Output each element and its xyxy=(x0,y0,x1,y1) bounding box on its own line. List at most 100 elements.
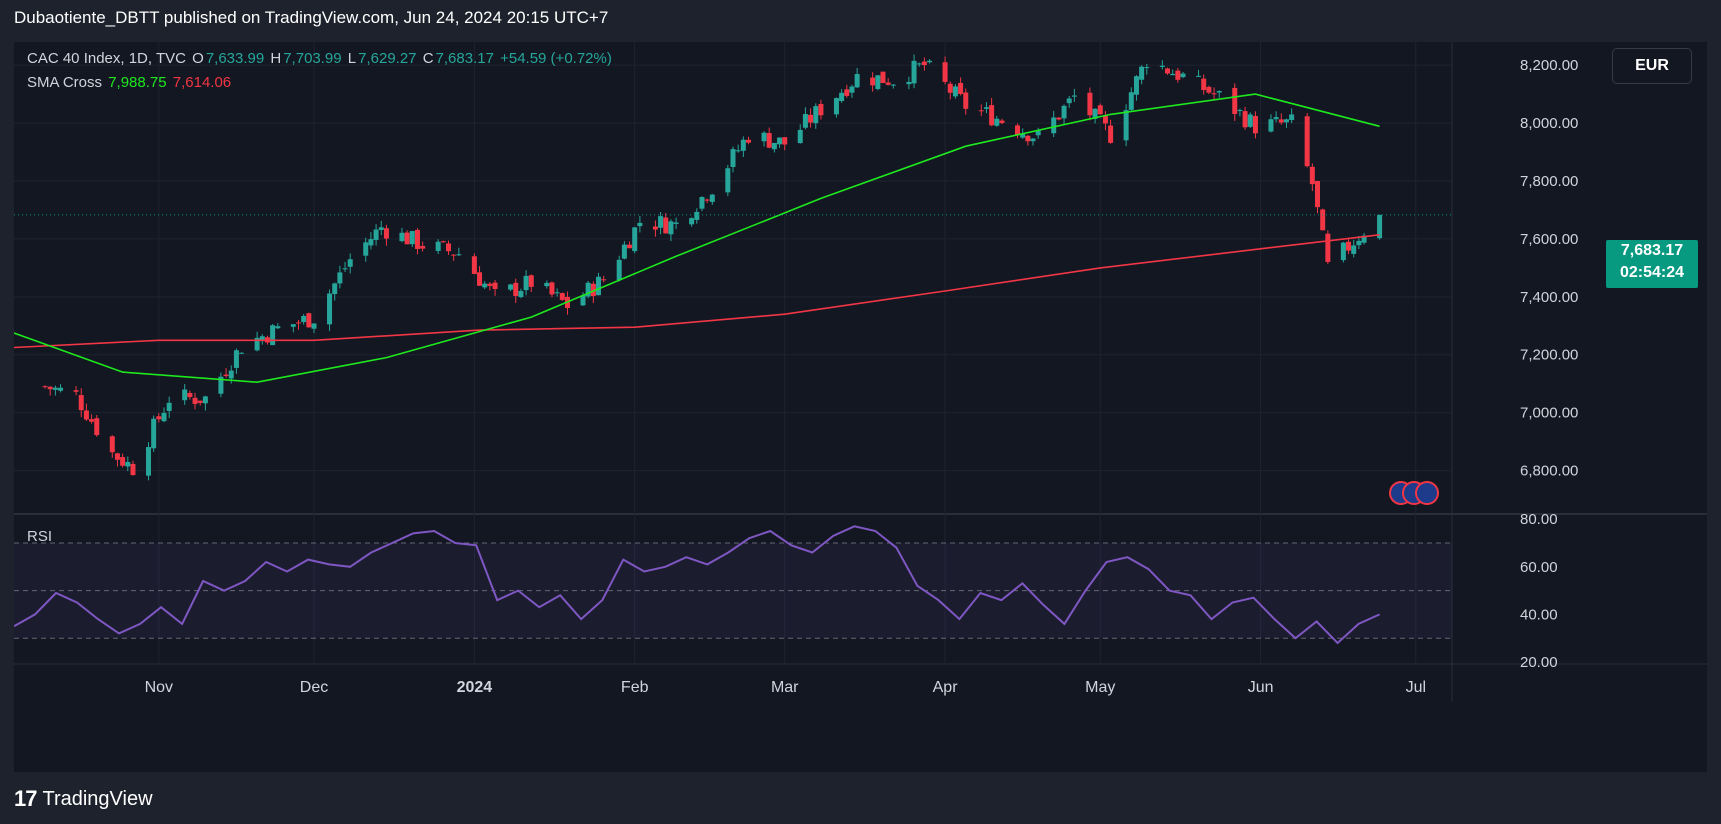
candle-body xyxy=(632,227,638,252)
candle-body xyxy=(616,259,622,281)
price-tick-label: 7,400.00 xyxy=(1520,289,1578,306)
sma-legend: SMA Cross 7,988.75 7,614.06 xyxy=(27,74,233,91)
candle-body xyxy=(1273,117,1279,120)
candle-body xyxy=(658,216,664,228)
candle-body xyxy=(435,241,441,251)
rsi-label[interactable]: RSI xyxy=(27,528,53,545)
candle-body xyxy=(1102,115,1108,124)
price-tick-label: 7,800.00 xyxy=(1520,173,1578,190)
time-tick-label: Jun xyxy=(1248,679,1274,696)
candle-body xyxy=(327,293,333,325)
candle-body xyxy=(963,92,969,109)
candle-body xyxy=(368,239,374,246)
price-tick-label: 7,600.00 xyxy=(1520,231,1578,248)
chart-svg[interactable]: 6,800.00 7,000.00 7,200.00 7,400.00 7,600.00… xyxy=(14,42,1707,772)
candle-body xyxy=(89,419,95,422)
time-tick-label: Jul xyxy=(1406,679,1426,696)
candle-body xyxy=(1071,95,1077,97)
candle-body xyxy=(544,282,550,287)
last-price-tag: 7,683.17 02:54:24 xyxy=(1606,240,1698,288)
time-tick-label: Feb xyxy=(621,679,649,696)
candle-body xyxy=(927,60,933,63)
candle-body xyxy=(78,395,84,411)
candle-body xyxy=(166,402,172,411)
candle-body xyxy=(1170,73,1176,76)
candle-body xyxy=(983,107,989,109)
open-label: O xyxy=(192,50,204,67)
candle-body xyxy=(652,226,658,230)
candle-body xyxy=(477,272,483,286)
candle-body xyxy=(528,275,534,287)
candle-body xyxy=(1346,241,1352,251)
candle-body xyxy=(482,283,488,288)
candle-body xyxy=(301,316,307,323)
candle-body xyxy=(735,150,741,152)
candle-body xyxy=(378,227,384,230)
candle-body xyxy=(130,463,136,476)
sma-label[interactable]: SMA Cross xyxy=(27,74,103,91)
candle-body xyxy=(952,86,958,97)
chart-frame[interactable]: 6,800.00 7,000.00 7,200.00 7,400.00 7,600.00… xyxy=(14,42,1707,772)
close-value: 7,683.17 xyxy=(435,50,494,67)
high-value: 7,703.99 xyxy=(283,50,342,67)
candle-body xyxy=(1056,117,1062,120)
rsi-band xyxy=(14,542,1452,639)
candle-body xyxy=(192,397,198,404)
candle-body xyxy=(885,82,891,85)
candle-body xyxy=(456,254,462,256)
candle-body xyxy=(1066,98,1072,104)
candle-body xyxy=(399,232,405,242)
candle-body xyxy=(161,412,167,422)
candle-body xyxy=(518,291,524,298)
candle-body xyxy=(1278,119,1284,123)
candle-body xyxy=(487,283,493,286)
candle-body xyxy=(725,168,731,193)
candle-body xyxy=(771,142,777,150)
candle-body xyxy=(1309,166,1315,185)
candle-body xyxy=(870,77,876,86)
candle-body xyxy=(782,137,788,145)
candle-body xyxy=(363,242,369,256)
candle-body xyxy=(1051,117,1057,134)
rsi-tick-label: 40.00 xyxy=(1520,606,1558,623)
candle-body xyxy=(420,245,426,249)
candle-body xyxy=(777,137,783,145)
candle-body xyxy=(311,323,317,329)
candle-body xyxy=(1123,110,1129,141)
candle-body xyxy=(1315,180,1321,208)
candle-body xyxy=(689,218,695,225)
candle-body xyxy=(673,222,679,224)
candle-body xyxy=(52,387,58,390)
candle-body xyxy=(523,275,529,291)
candle-body xyxy=(590,283,596,296)
candle-body xyxy=(109,436,115,453)
currency-button[interactable]: EUR xyxy=(1612,48,1692,84)
candle-body xyxy=(554,292,560,294)
price-tick-label: 7,000.00 xyxy=(1520,405,1578,422)
rsi-line xyxy=(14,525,1381,645)
candle-body xyxy=(813,106,819,124)
candle-body xyxy=(223,374,229,376)
candle-body xyxy=(1361,235,1367,243)
candle-body xyxy=(1196,75,1202,77)
footer-brand[interactable]: 17 TradingView xyxy=(14,786,153,812)
candle-body xyxy=(663,217,669,234)
candle-body xyxy=(290,324,296,327)
candle-body xyxy=(989,105,995,126)
candle-body xyxy=(58,387,64,391)
price-tick-label: 8,200.00 xyxy=(1520,57,1578,74)
candle-body xyxy=(1165,68,1171,74)
candle-body xyxy=(1020,133,1026,138)
candle-body xyxy=(492,282,498,289)
candle-body xyxy=(746,139,752,143)
candle-body xyxy=(668,221,674,235)
candle-body xyxy=(1128,92,1134,110)
candle-body xyxy=(808,114,814,123)
candle-body xyxy=(332,283,338,295)
candle-body xyxy=(306,313,312,328)
symbol-label[interactable]: CAC 40 Index, 1D, TVC xyxy=(27,50,186,67)
low-value: 7,629.27 xyxy=(358,50,417,67)
candle-body xyxy=(1030,138,1036,142)
candle-body xyxy=(1175,70,1181,80)
ohlc-legend: CAC 40 Index, 1D, TVC O 7,633.99 H 7,703.9… xyxy=(27,50,614,67)
